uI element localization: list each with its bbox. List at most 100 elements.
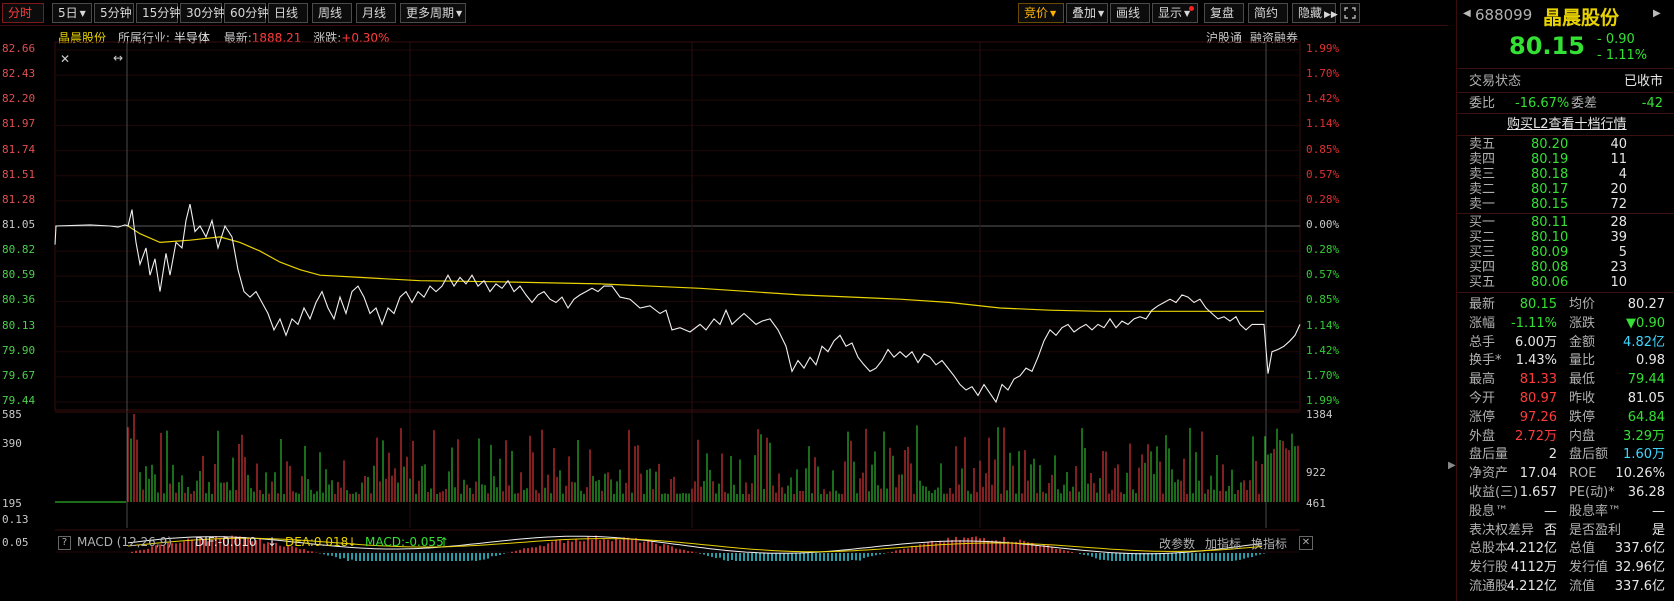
simple-button[interactable]: 简约 (1248, 3, 1288, 23)
fullscreen-icon[interactable] (1340, 3, 1360, 23)
bid-volume: 39 (1610, 230, 1627, 245)
volume-bars (55, 414, 1299, 503)
ask-row[interactable]: 卖四 80.19 11 (1457, 152, 1674, 167)
ask-label: 卖四 (1469, 152, 1496, 167)
ask-price: 80.20 (1531, 137, 1569, 152)
prev-arrow-icon[interactable]: ◀ (1463, 8, 1471, 19)
replay-button[interactable]: 复盘 (1204, 3, 1244, 23)
bid-row[interactable]: 买五 80.06 10 (1457, 275, 1674, 290)
bid-row[interactable]: 买二 80.10 39 (1457, 230, 1674, 245)
bid-label: 买四 (1469, 260, 1496, 275)
ask-volume: 72 (1610, 197, 1627, 212)
stat-value: ▼0.90 (1626, 315, 1665, 331)
stat-value: 81.33 (1519, 372, 1557, 388)
ask-volume: 20 (1610, 182, 1627, 197)
stat-value: 1.60万 (1623, 447, 1665, 463)
bid-row[interactable]: 买四 80.08 23 (1457, 260, 1674, 275)
tab-fenshi[interactable]: 分时 (2, 3, 44, 23)
down-arrow-icon: ↓ (267, 535, 278, 549)
bid-label: 买二 (1469, 230, 1496, 245)
draw-line-button[interactable]: 画线 (1110, 3, 1150, 23)
help-icon[interactable]: ? (58, 536, 71, 550)
tab-weekly[interactable]: 周线 (312, 3, 352, 23)
price-tick: 81.74 (2, 142, 36, 156)
bid-label: 买五 (1469, 275, 1496, 290)
stat-label: 总手 (1469, 334, 1496, 350)
stock-code: 688099 (1475, 6, 1533, 24)
stat-label: 流通股 (1469, 579, 1509, 594)
stat-label: 涨幅 (1469, 315, 1496, 331)
price-tick: 81.97 (2, 117, 36, 131)
tab-daily[interactable]: 日线 (268, 3, 308, 23)
bid-row[interactable]: 买三 80.09 5 (1457, 245, 1674, 260)
hide-button[interactable]: 隐藏 ▶▶ (1292, 3, 1338, 23)
ask-label: 卖二 (1469, 182, 1496, 197)
stat-value: 4.82亿 (1623, 334, 1665, 350)
dropdown-icon: ▼ (1050, 9, 1057, 18)
ask-row[interactable]: 卖一 80.15 72 (1457, 197, 1674, 212)
stat-label: 是否盈利 (1569, 522, 1622, 538)
tab-more-periods[interactable]: 更多周期 ▼ (400, 3, 466, 23)
ask-volume: 4 (1618, 167, 1627, 182)
change-params-button[interactable]: 改参数 (1159, 537, 1196, 551)
price-line (54, 203, 1301, 404)
price-tick: 81.05 (2, 218, 36, 231)
stat-label: 发行股 (1469, 560, 1509, 576)
close-icon[interactable]: ✕ (1299, 536, 1313, 550)
add-indicator-button[interactable]: 加指标 (1205, 537, 1242, 551)
bid-volume: 5 (1618, 245, 1627, 260)
bid-row[interactable]: 买一 80.11 28 (1457, 215, 1674, 230)
l2-upgrade-link[interactable]: 购买L2查看十档行情 (1507, 117, 1627, 132)
ask-price: 80.17 (1531, 182, 1569, 197)
price-tick: 79.90 (2, 343, 36, 357)
stat-value: 否 (1543, 522, 1557, 538)
tab-monthly[interactable]: 月线 (356, 3, 396, 23)
price-tick: 82.20 (2, 92, 36, 106)
stock-title: 晶晨股份 (1543, 7, 1620, 29)
tab-5day[interactable]: 5日 ▼ (52, 3, 92, 23)
pct-tick: 1.42% (1306, 343, 1340, 357)
auction-button[interactable]: 竞价 ▼ (1018, 3, 1064, 23)
stat-label: 股息率™ (1569, 503, 1622, 519)
stat-label: 最新 (1469, 297, 1496, 312)
ask-row[interactable]: 卖五 80.20 40 (1457, 137, 1674, 152)
close-icon[interactable]: ✕ (60, 52, 71, 66)
next-arrow-icon[interactable]: ▶ (1653, 8, 1661, 19)
bid-price: 80.09 (1531, 245, 1569, 260)
wc-label: 委差 (1571, 96, 1598, 111)
intraday-chart[interactable] (0, 0, 1448, 601)
stat-value: 1.43% (1515, 353, 1557, 369)
stat-value: 2.72万 (1515, 428, 1557, 444)
tab-15min[interactable]: 15分钟 (136, 3, 181, 23)
ask-row[interactable]: 卖三 80.18 4 (1457, 167, 1674, 182)
down-arrow-icon: ↓ (347, 535, 358, 549)
stat-label: 盘后量 (1469, 447, 1509, 463)
stat-row: 总股本 4.212亿 总值 337.6亿 (1457, 540, 1674, 558)
price-tick: 80.82 (2, 243, 36, 257)
overlay-button[interactable]: 叠加 ▼ (1066, 3, 1108, 23)
display-button[interactable]: 显示 ▼ (1152, 3, 1198, 23)
notification-dot (1189, 6, 1194, 11)
pct-tick: 1.42% (1306, 92, 1340, 106)
collapse-handle-icon[interactable]: ▶ (1448, 460, 1456, 471)
stat-value: 79.44 (1627, 372, 1665, 388)
price-tick: 81.28 (2, 192, 36, 206)
resize-icon[interactable]: ↔ (113, 51, 124, 65)
pct-tick: 1.70% (1306, 67, 1340, 81)
stat-label: PE(动)* (1569, 485, 1615, 500)
volume-tick: 195 (2, 497, 22, 510)
average-price-line (127, 225, 1264, 312)
tab-30min[interactable]: 30分钟 (180, 3, 225, 23)
ask-row[interactable]: 卖二 80.17 20 (1457, 182, 1674, 197)
tab-60min[interactable]: 60分钟 (224, 3, 269, 23)
price-tick: 79.67 (2, 368, 36, 382)
stat-value: 337.6亿 (1614, 579, 1665, 594)
macd-bars (131, 535, 1265, 561)
ask-price: 80.15 (1531, 197, 1569, 212)
tab-5min[interactable]: 5分钟 (94, 3, 134, 23)
status-label: 交易状态 (1469, 74, 1522, 89)
stat-value: 80.27 (1627, 297, 1665, 312)
stat-label: 外盘 (1469, 428, 1496, 444)
price-tick: 80.59 (2, 268, 36, 282)
switch-indicator-button[interactable]: 换指标 (1251, 537, 1288, 551)
